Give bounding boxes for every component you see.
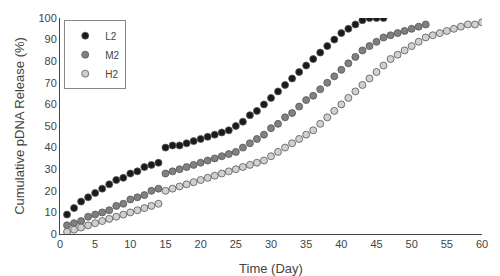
svg-text:0: 0 (57, 238, 63, 250)
svg-text:30: 30 (265, 238, 277, 250)
svg-text:60: 60 (476, 238, 488, 250)
svg-text:40: 40 (45, 141, 57, 153)
svg-text:50: 50 (406, 238, 418, 250)
svg-text:H2: H2 (105, 69, 118, 80)
svg-text:30: 30 (45, 163, 57, 175)
svg-text:80: 80 (45, 55, 57, 67)
svg-text:70: 70 (45, 77, 57, 89)
svg-text:45: 45 (370, 238, 382, 250)
svg-text:10: 10 (124, 238, 136, 250)
svg-text:15: 15 (159, 238, 171, 250)
svg-text:Cumulative pDNA Release (%): Cumulative pDNA Release (%) (12, 37, 27, 215)
svg-text:90: 90 (45, 33, 57, 45)
svg-text:0: 0 (51, 228, 57, 240)
svg-text:20: 20 (195, 238, 207, 250)
svg-text:40: 40 (335, 238, 347, 250)
svg-text:10: 10 (45, 206, 57, 218)
svg-text:35: 35 (300, 238, 312, 250)
svg-text:M2: M2 (105, 50, 119, 61)
svg-text:5: 5 (92, 238, 98, 250)
svg-text:L2: L2 (105, 31, 117, 42)
svg-text:25: 25 (230, 238, 242, 250)
svg-text:60: 60 (45, 98, 57, 110)
svg-text:55: 55 (441, 238, 453, 250)
svg-text:20: 20 (45, 185, 57, 197)
svg-text:Time (Day): Time (Day) (239, 261, 303, 276)
svg-text:50: 50 (45, 120, 57, 132)
svg-text:100: 100 (38, 12, 56, 24)
